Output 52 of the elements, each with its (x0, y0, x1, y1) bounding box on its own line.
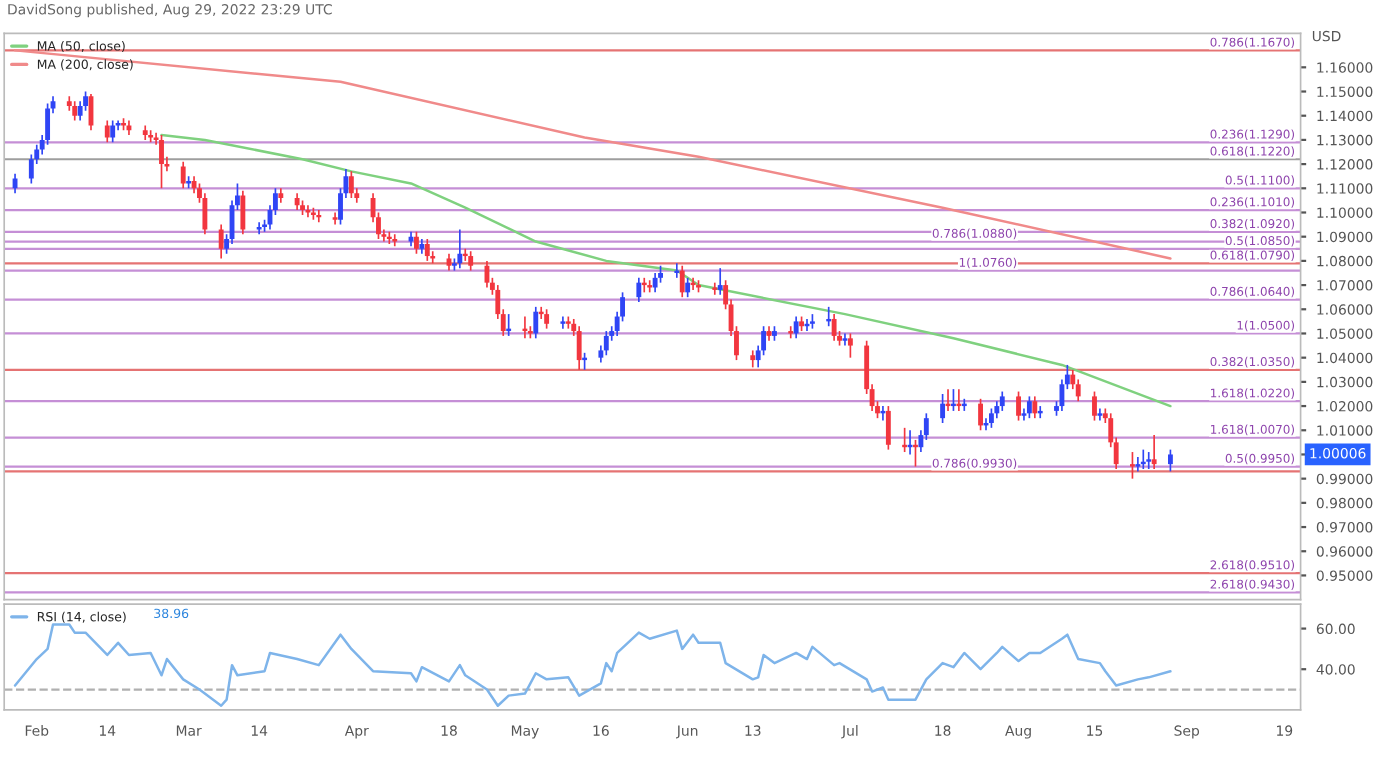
candlestick (104, 119, 110, 144)
candlestick (180, 160, 186, 190)
candlestick (847, 332, 853, 359)
candlestick (1092, 390, 1097, 422)
candlestick (717, 267, 723, 296)
candlestick (999, 390, 1005, 412)
candlestick (28, 153, 34, 185)
candlestick (1075, 378, 1081, 403)
candlestick (603, 330, 609, 357)
candlestick (842, 332, 848, 347)
candlestick (240, 189, 246, 236)
candlestick (1130, 451, 1135, 480)
candlestick (978, 397, 984, 432)
candlestick (414, 231, 419, 255)
line-series (13, 49, 1172, 260)
candlestick (1151, 434, 1157, 470)
candlestick (392, 233, 398, 248)
candlestick (576, 325, 582, 371)
candlestick (218, 223, 224, 260)
candlestick (885, 405, 891, 451)
candlestick (332, 211, 338, 226)
candlestick (1016, 390, 1021, 422)
candlestick (1167, 448, 1173, 473)
candlestick (565, 315, 571, 330)
candlestick (424, 238, 430, 262)
candlestick (831, 313, 837, 342)
candlestick (110, 119, 116, 144)
candlestick (1097, 407, 1103, 422)
candlestick (45, 102, 51, 146)
candlestick (793, 315, 799, 340)
line-series (160, 133, 1172, 408)
candlestick (533, 306, 539, 340)
candlestick (940, 393, 946, 424)
candlestick (652, 272, 658, 294)
candlestick (457, 228, 463, 269)
line-series (13, 623, 1172, 708)
candlestick (647, 279, 653, 294)
candlestick (560, 315, 566, 330)
candlestick (348, 170, 354, 199)
candlestick (1026, 395, 1032, 420)
candlestick (1135, 456, 1141, 473)
candlestick (159, 134, 164, 190)
candlestick (544, 308, 550, 330)
candlestick (685, 276, 691, 299)
candlestick (77, 100, 83, 122)
candlestick (636, 276, 642, 303)
candlestick (72, 100, 78, 122)
candlestick (679, 264, 685, 299)
candlestick (1146, 451, 1152, 470)
candlestick (1032, 395, 1038, 420)
candlestick (468, 250, 474, 272)
candlestick (988, 407, 994, 429)
